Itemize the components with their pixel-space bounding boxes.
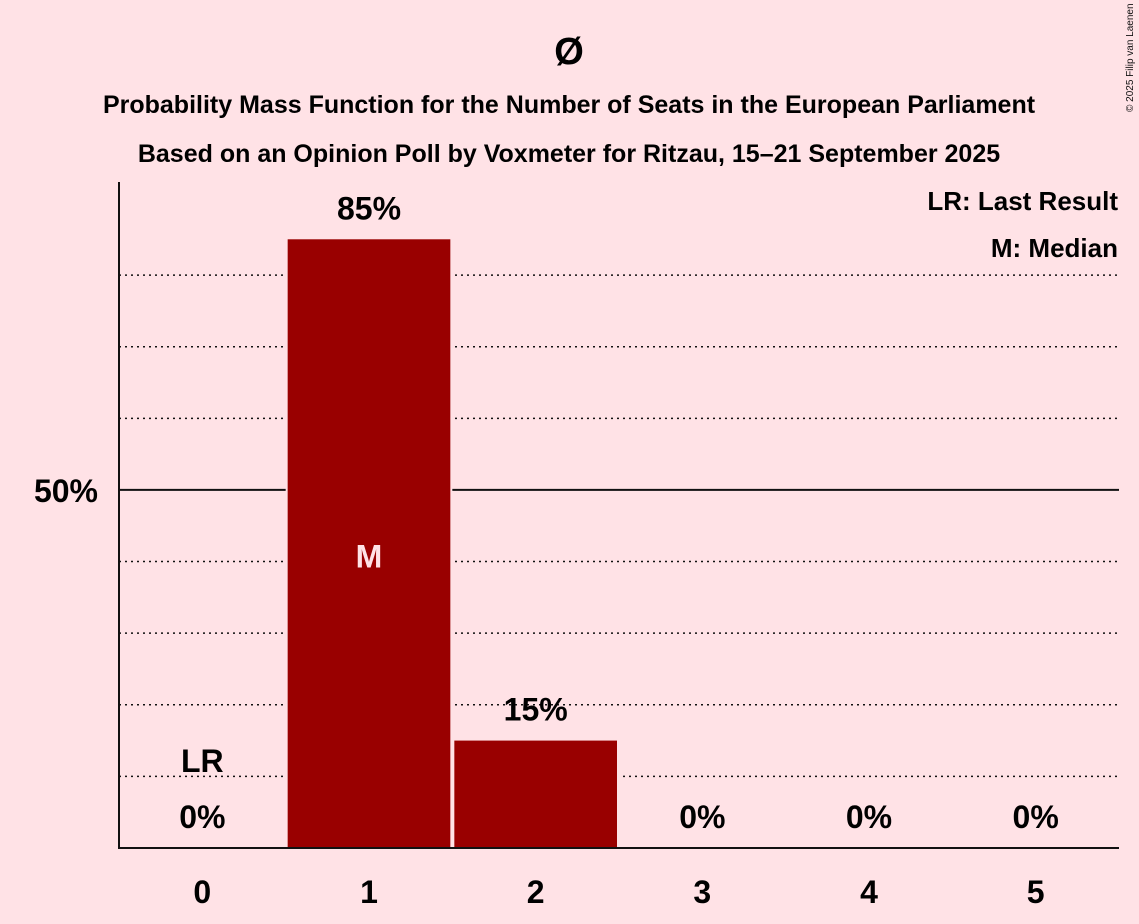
x-tick-2: 2 — [527, 874, 545, 910]
gridlines — [119, 274, 1119, 778]
bars — [285, 239, 619, 848]
value-label-4: 0% — [846, 799, 892, 835]
value-label-1: 85% — [337, 190, 401, 226]
x-tick-0: 0 — [193, 874, 211, 910]
legend-median: M: Median — [991, 233, 1118, 263]
x-tick-1: 1 — [360, 874, 378, 910]
copyright-text: © 2025 Filip van Laenen — [1125, 3, 1136, 112]
x-tick-5: 5 — [1027, 874, 1045, 910]
chart-subtitle-line-2: Based on an Opinion Poll by Voxmeter for… — [138, 140, 1000, 168]
x-tick-4: 4 — [860, 874, 878, 910]
bar-2 — [454, 740, 617, 848]
value-label-3: 0% — [679, 799, 725, 835]
value-label-2: 15% — [504, 692, 568, 728]
x-axis-ticks: 0 1 2 3 4 5 — [193, 874, 1044, 910]
y-tick-label: 50% — [34, 473, 98, 509]
chart-subtitle-line-1: Probability Mass Function for the Number… — [103, 91, 1036, 119]
bar-1 — [287, 239, 451, 848]
chart-title: Ø — [554, 31, 584, 73]
last-result-marker: LR — [181, 743, 224, 779]
median-marker: M — [356, 539, 383, 575]
value-label-5: 0% — [1013, 799, 1059, 835]
value-label-0: 0% — [179, 799, 225, 835]
legend-last-result: LR: Last Result — [927, 186, 1118, 216]
value-labels: 0% LR 85% M 15% 0% 0% 0% — [179, 190, 1059, 835]
x-tick-3: 3 — [693, 874, 711, 910]
